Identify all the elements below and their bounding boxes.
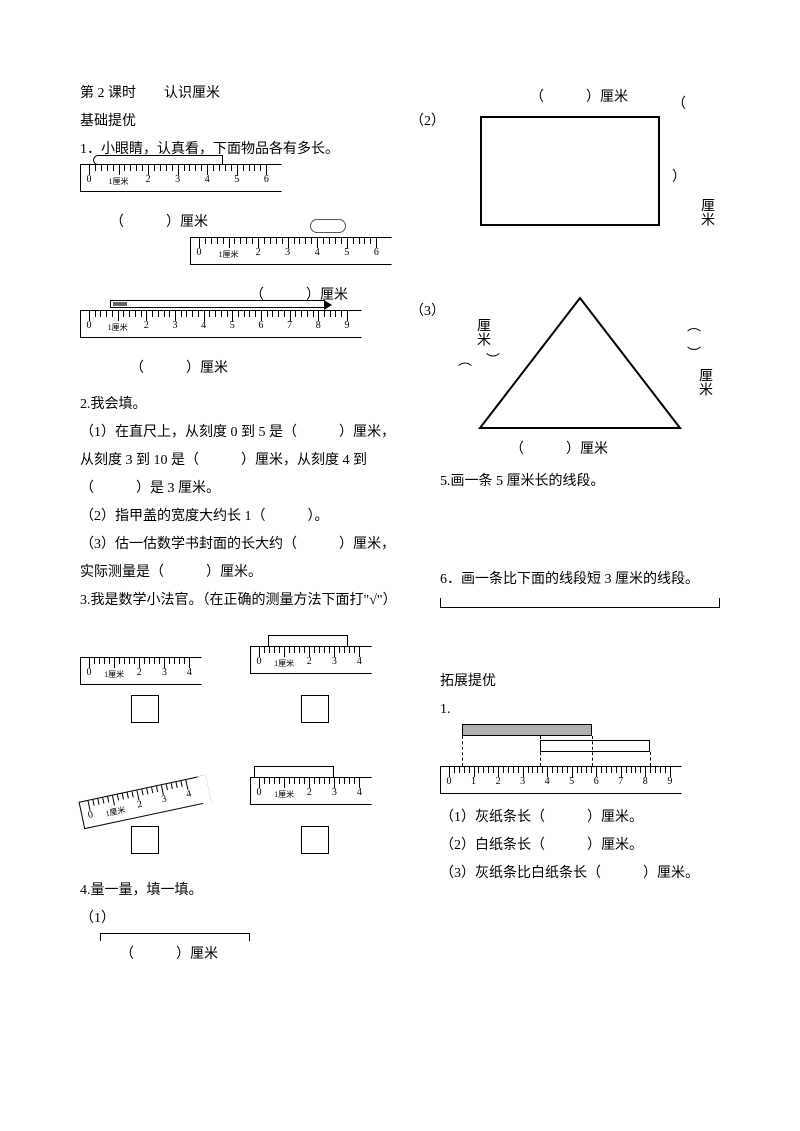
section-basic: 基础提优 <box>80 108 400 136</box>
q4-title: 4.量一量，填一填。 <box>80 877 400 905</box>
q6-title: 6．画一条比下面的线段短 3 厘米的线段。 <box>440 566 740 594</box>
triangle-shape <box>470 288 690 438</box>
q3-row-1: 01厘米234 01厘米234 <box>80 615 400 734</box>
q6-given-segment <box>440 598 720 608</box>
tri-right-paren: ︵ ︶ <box>678 318 706 360</box>
q2-item-1[interactable]: （1）在直尺上，从刻度 0 到 5 是（ ）厘米，从刻度 3 到 10 是（ ）… <box>80 419 400 503</box>
q2-title: 2.我会填。 <box>80 391 400 419</box>
q3-check-1[interactable] <box>131 695 159 723</box>
q4-line-1 <box>100 933 250 941</box>
tri-left-paren: ︵ ︶ <box>458 348 500 376</box>
q4-triangle-block: （3） 厘米 ︵ ︶ 厘米 ︵ ︶ （ ）厘米 <box>440 288 740 468</box>
q1-item-2: 01厘米23456 <box>190 237 400 276</box>
q3-title: 3.我是数学小法官。（在正确的测量方法下面打"√"） <box>80 587 400 615</box>
q3-check-4[interactable] <box>301 826 329 854</box>
ext1-line-3[interactable]: （3）灰纸条比白纸条长（ ）厘米。 <box>440 860 740 888</box>
stacked-ruler: 0123456789 <box>440 724 700 804</box>
gray-strip <box>462 724 592 736</box>
section-ext: 拓展提优 <box>440 668 740 696</box>
tri-left-unit: 厘米 <box>468 318 496 346</box>
q1-item-1: 01厘米23456 <box>80 164 400 203</box>
q4-answer-1[interactable]: （ ）厘米 <box>120 941 400 969</box>
q4-sub3: （3） <box>410 298 445 326</box>
ext1-line-2[interactable]: （2）白纸条长（ ）厘米。 <box>440 832 740 860</box>
ext1-title: 1. <box>440 696 740 724</box>
q5-title: 5.画一条 5 厘米长的线段。 <box>440 468 740 496</box>
white-strip <box>540 740 650 752</box>
tri-right-unit: 厘米 <box>690 368 718 396</box>
lesson-title: 第 2 课时 认识厘米 <box>80 80 730 108</box>
rect-right-unit: 厘米 <box>692 198 720 226</box>
q2-item-3[interactable]: （3）估一估数学书封面的长大约（ ）厘米，实际测量是（ ）厘米。 <box>80 531 400 587</box>
q4-sub2: （2） <box>410 108 445 136</box>
rect-right-open: （ <box>672 97 686 112</box>
q3-check-2[interactable] <box>301 695 329 723</box>
q2-item-2[interactable]: （2）指甲盖的宽度大约长 1（ ）。 <box>80 503 400 531</box>
q1-item-3: 01厘米23456789 <box>80 310 400 349</box>
q4-rectangle-block: （2） （ ）厘米 （ ） 厘米 <box>440 108 740 288</box>
q1-answer-1[interactable]: （ ）厘米 <box>110 209 400 237</box>
q3-row-2: 01厘米234 01厘米234 <box>80 746 400 865</box>
q4-sub1: （1） <box>80 905 400 933</box>
ext1-line-1[interactable]: （1）灰纸条长（ ）厘米。 <box>440 804 740 832</box>
q6-draw-area[interactable] <box>440 608 740 668</box>
q4-rect-top-label[interactable]: （ ）厘米 <box>530 84 628 112</box>
tri-bottom-label[interactable]: （ ）厘米 <box>510 436 608 464</box>
rect-right-close: ） <box>672 170 686 185</box>
q3-check-3[interactable] <box>131 826 159 854</box>
q5-draw-area[interactable] <box>440 496 740 566</box>
q1-answer-3[interactable]: （ ）厘米 <box>130 355 400 383</box>
